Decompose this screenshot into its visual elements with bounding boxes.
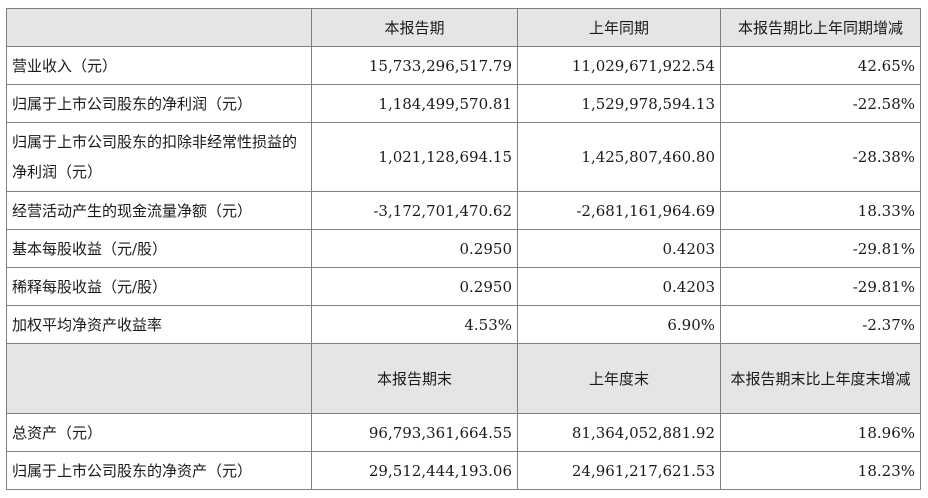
previous-value: -2,681,161,964.69 <box>517 191 721 230</box>
change-value: -29.81% <box>720 229 921 268</box>
header-period-end-change: 本报告期末比上年度末增减 <box>720 343 921 414</box>
change-value: 18.96% <box>720 413 921 452</box>
financial-summary-table: 本报告期 上年同期 本报告期比上年同期增减 营业收入（元） 15,733,296… <box>6 8 921 490</box>
change-value: 18.33% <box>720 191 921 230</box>
header-current-period-end: 本报告期末 <box>311 343 518 414</box>
previous-value: 0.4203 <box>517 267 721 306</box>
current-value: 0.2950 <box>311 229 518 268</box>
current-value: 1,184,499,570.81 <box>311 84 518 123</box>
table-row: 经营活动产生的现金流量净额（元） -3,172,701,470.62 -2,68… <box>6 191 921 230</box>
previous-value: 81,364,052,881.92 <box>517 413 721 452</box>
change-value: -29.81% <box>720 267 921 306</box>
change-value: -2.37% <box>720 305 921 344</box>
row-label: 归属于上市公司股东的净利润（元） <box>6 84 312 123</box>
change-value: -22.58% <box>720 84 921 123</box>
table-row: 归属于上市公司股东的扣除非经常性损益的净利润（元） 1,021,128,694.… <box>6 122 921 192</box>
row-label: 总资产（元） <box>6 413 312 452</box>
header-period-change: 本报告期比上年同期增减 <box>720 8 921 47</box>
previous-value: 1,425,807,460.80 <box>517 122 721 192</box>
current-value: -3,172,701,470.62 <box>311 191 518 230</box>
header-current-period: 本报告期 <box>311 8 518 47</box>
header-previous-year-end: 上年度末 <box>517 343 721 414</box>
table-row: 基本每股收益（元/股） 0.2950 0.4203 -29.81% <box>6 229 921 268</box>
change-value: 18.23% <box>720 451 921 490</box>
current-value: 1,021,128,694.15 <box>311 122 518 192</box>
table-row: 营业收入（元） 15,733,296,517.79 11,029,671,922… <box>6 46 921 85</box>
current-value: 0.2950 <box>311 267 518 306</box>
current-value: 29,512,444,193.06 <box>311 451 518 490</box>
previous-value: 24,961,217,621.53 <box>517 451 721 490</box>
table-row: 总资产（元） 96,793,361,664.55 81,364,052,881.… <box>6 413 921 452</box>
row-label: 基本每股收益（元/股） <box>6 229 312 268</box>
current-value: 15,733,296,517.79 <box>311 46 518 85</box>
previous-value: 6.90% <box>517 305 721 344</box>
current-value: 96,793,361,664.55 <box>311 413 518 452</box>
change-value: -28.38% <box>720 122 921 192</box>
row-label: 加权平均净资产收益率 <box>6 305 312 344</box>
row-label: 经营活动产生的现金流量净额（元） <box>6 191 312 230</box>
header-row-period: 本报告期 上年同期 本报告期比上年同期增减 <box>6 8 921 47</box>
table-row: 加权平均净资产收益率 4.53% 6.90% -2.37% <box>6 305 921 344</box>
table-row: 归属于上市公司股东的净资产（元） 29,512,444,193.06 24,96… <box>6 451 921 490</box>
row-label: 营业收入（元） <box>6 46 312 85</box>
table-row: 稀释每股收益（元/股） 0.2950 0.4203 -29.81% <box>6 267 921 306</box>
previous-value: 1,529,978,594.13 <box>517 84 721 123</box>
row-label: 稀释每股收益（元/股） <box>6 267 312 306</box>
table-row: 归属于上市公司股东的净利润（元） 1,184,499,570.81 1,529,… <box>6 84 921 123</box>
previous-value: 0.4203 <box>517 229 721 268</box>
financial-table-container: 本报告期 上年同期 本报告期比上年同期增减 营业收入（元） 15,733,296… <box>6 8 921 490</box>
header-blank-cell <box>6 343 312 414</box>
row-label: 归属于上市公司股东的扣除非经常性损益的净利润（元） <box>6 122 312 192</box>
current-value: 4.53% <box>311 305 518 344</box>
header-blank-cell <box>6 8 312 47</box>
change-value: 42.65% <box>720 46 921 85</box>
header-previous-period: 上年同期 <box>517 8 721 47</box>
header-row-period-end: 本报告期末 上年度末 本报告期末比上年度末增减 <box>6 343 921 414</box>
previous-value: 11,029,671,922.54 <box>517 46 721 85</box>
row-label: 归属于上市公司股东的净资产（元） <box>6 451 312 490</box>
